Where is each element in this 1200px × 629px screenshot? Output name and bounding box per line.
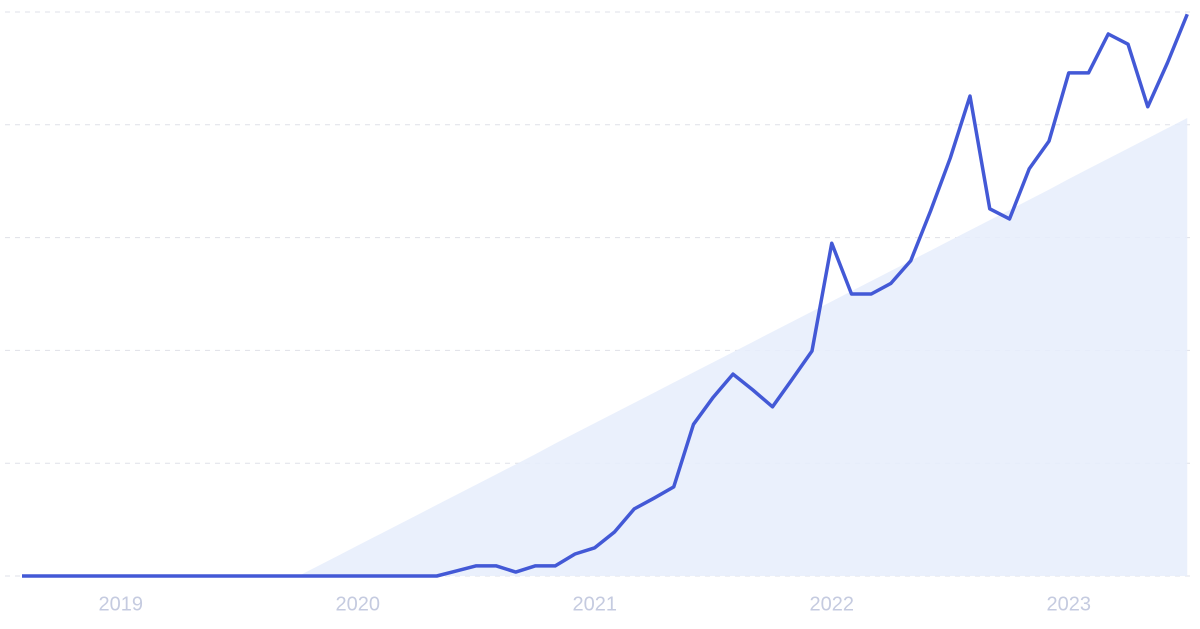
x-tick-label: 2021 xyxy=(573,593,618,615)
x-tick-label: 2020 xyxy=(336,593,381,615)
x-tick-label: 2019 xyxy=(99,593,144,615)
trend-line xyxy=(22,13,1189,578)
x-tick-label: 2023 xyxy=(1047,593,1092,615)
trend-area xyxy=(298,118,1188,577)
x-tick-label: 2022 xyxy=(810,593,855,615)
